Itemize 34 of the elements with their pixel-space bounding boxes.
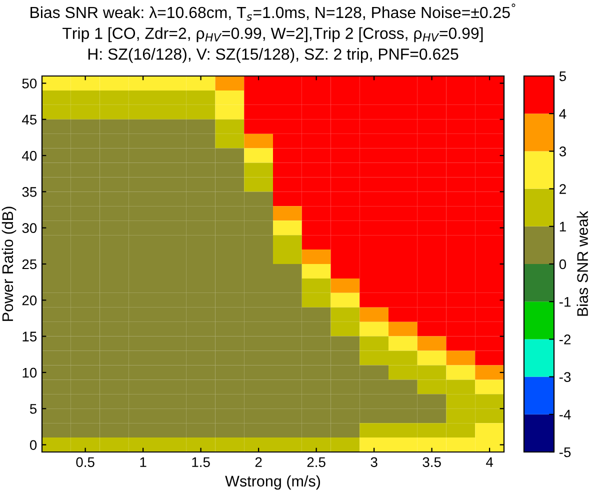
color-bar-label: 4	[559, 109, 566, 119]
color-bar-label: -4	[559, 410, 571, 420]
color-bar-label: -1	[559, 297, 571, 307]
y-tick-label: 20	[22, 295, 37, 306]
color-bar-label: 3	[559, 146, 566, 156]
color-bar-title: Bias SNR weak	[576, 210, 588, 316]
x-tick-label: 3	[370, 457, 378, 468]
y-tick-label: 30	[22, 223, 37, 234]
x-tick-label: 1	[140, 457, 146, 467]
x-tick-label: 2.5	[307, 457, 326, 468]
y-tick-label: 15	[22, 332, 37, 342]
y-tick-label: 25	[22, 259, 37, 270]
y-tick-label: 10	[22, 368, 37, 378]
y-axis-title: Power Ratio (dB)	[2, 206, 16, 321]
x-axis-title: Wstrong (m/s)	[225, 475, 320, 490]
x-tick-label: 2	[255, 457, 262, 467]
color-bar-label: 5	[559, 71, 566, 82]
y-tick-label: 0	[30, 440, 37, 450]
y-tick-label: 5	[30, 404, 37, 414]
color-bar-label: -5	[559, 447, 571, 458]
x-tick-label: 4	[486, 457, 494, 467]
color-bar-label: 2	[560, 184, 566, 194]
x-tick-label: 3.5	[422, 457, 441, 468]
color-bar-label: -3	[559, 372, 571, 382]
y-tick-label: 50	[22, 78, 37, 88]
chart-title: Bias SNR weak: λ=10.68cm, T$_{s}$=1.0ms, N=128, Phase Noise=±0.25$^{°}$ Trip 1 [CO, Zdr=2, ρ$_{HV}$=0.99, W=2],Trip 2 [Cross, ρ$_{HV}$=0.99] H: SZ(16/128), V: SZ(15/128), SZ: 2 trip, PNF=0.625	[30, 4, 516, 63]
color-bar-label: 1	[560, 222, 566, 232]
color-bar-label: -2	[559, 334, 571, 344]
y-tick-label: 40	[22, 150, 37, 161]
color-bar-label: 0	[559, 259, 566, 270]
x-tick-label: 0.5	[76, 457, 94, 468]
y-tick-label: 35	[22, 187, 37, 197]
x-tick-label: 1.5	[192, 457, 210, 468]
y-tick-label: 45	[22, 114, 37, 125]
